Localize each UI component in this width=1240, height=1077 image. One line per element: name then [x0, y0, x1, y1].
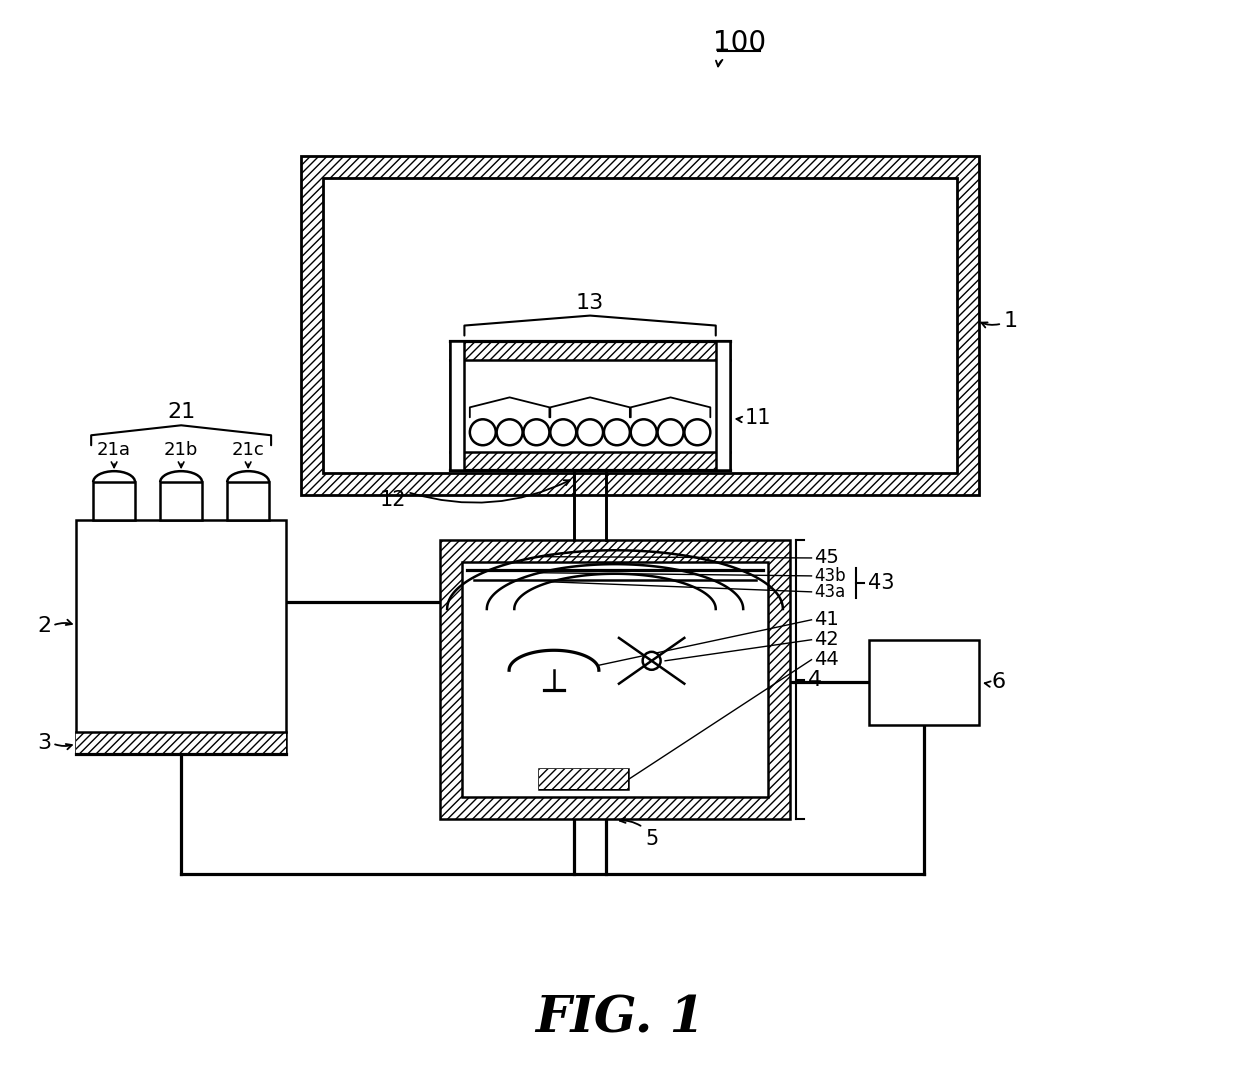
Text: 12: 12 — [379, 490, 407, 510]
Bar — [322, 178, 957, 473]
Text: 21c: 21c — [232, 442, 264, 459]
Bar — [77, 732, 286, 755]
Circle shape — [642, 652, 661, 670]
Text: 21a: 21a — [97, 442, 131, 459]
Text: 11: 11 — [745, 408, 771, 429]
Text: 13a: 13a — [574, 376, 606, 394]
Bar — [160, 482, 202, 520]
Text: 43: 43 — [868, 573, 895, 592]
Bar — [450, 340, 729, 361]
Text: 42: 42 — [815, 630, 839, 649]
Bar — [77, 520, 286, 755]
Bar — [538, 769, 629, 789]
Circle shape — [523, 419, 549, 445]
Bar — [463, 562, 768, 797]
Text: 4: 4 — [807, 670, 822, 689]
Text: 13b: 13b — [494, 376, 526, 394]
Bar — [869, 640, 980, 725]
Bar — [450, 340, 729, 471]
Bar — [450, 340, 465, 471]
Circle shape — [604, 419, 630, 445]
Bar — [715, 340, 729, 471]
Text: 6: 6 — [991, 672, 1006, 693]
Circle shape — [684, 419, 711, 445]
Circle shape — [657, 419, 683, 445]
Text: FIG. 1: FIG. 1 — [536, 994, 704, 1044]
Text: 41: 41 — [815, 611, 839, 629]
Text: 3: 3 — [37, 733, 52, 754]
Text: 13b: 13b — [655, 376, 687, 394]
Text: 21: 21 — [167, 403, 195, 422]
Text: 43a: 43a — [815, 583, 846, 601]
Text: 44: 44 — [815, 651, 839, 669]
Text: 1: 1 — [1004, 310, 1018, 331]
Text: 2: 2 — [37, 616, 52, 635]
Bar — [450, 452, 729, 471]
Text: 43b: 43b — [815, 567, 846, 585]
Bar — [227, 482, 269, 520]
Text: 100: 100 — [713, 29, 766, 57]
Text: 13: 13 — [575, 293, 604, 312]
Circle shape — [497, 419, 522, 445]
Bar — [538, 769, 629, 789]
Bar — [440, 540, 790, 820]
Circle shape — [577, 419, 603, 445]
Bar — [301, 156, 980, 495]
Bar — [93, 482, 135, 520]
Text: 5: 5 — [645, 829, 658, 850]
Text: 21b: 21b — [164, 442, 198, 459]
Circle shape — [631, 419, 657, 445]
Text: 45: 45 — [815, 548, 839, 568]
Circle shape — [551, 419, 577, 445]
Circle shape — [470, 419, 496, 445]
